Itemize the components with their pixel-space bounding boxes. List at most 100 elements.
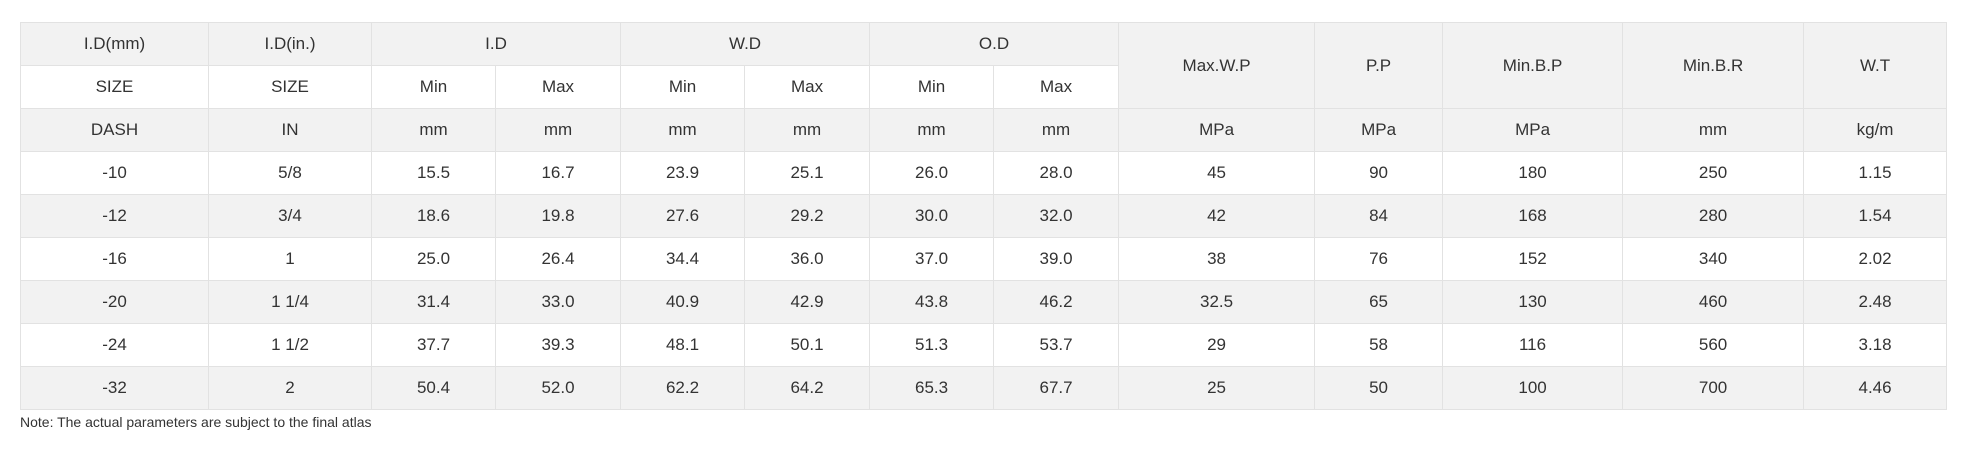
table-cell: 26.0 — [869, 151, 995, 195]
table-cell: 42.9 — [744, 280, 871, 324]
table-row: -32 2 50.4 52.0 62.2 64.2 65.3 67.7 25 5… — [20, 366, 1948, 410]
table-cell: 30.0 — [869, 194, 995, 238]
table-cell: 48.1 — [620, 323, 746, 367]
header-id: I.D — [370, 22, 622, 66]
table-row: -10 5/8 15.5 16.7 23.9 25.1 26.0 28.0 45… — [20, 151, 1948, 195]
table-cell: 700 — [1622, 366, 1805, 410]
table-cell: 27.6 — [620, 194, 746, 238]
table-cell: 29.2 — [744, 194, 871, 238]
table-cell: 3.18 — [1803, 323, 1948, 367]
table-cell: 250 — [1622, 151, 1805, 195]
unit-cell: MPa — [1118, 108, 1316, 152]
table-cell: 152 — [1442, 237, 1624, 281]
table-cell: 1 1/2 — [208, 323, 372, 367]
table-cell: 29 — [1118, 323, 1316, 367]
table-cell: -10 — [20, 151, 209, 195]
table-cell: 50 — [1314, 366, 1444, 410]
table-cell: -32 — [20, 366, 209, 410]
table-cell: 2.48 — [1803, 280, 1948, 324]
spec-table-container: I.D(mm) I.D(in.) I.D W.D O.D Max.W.P P.P… — [20, 22, 1948, 430]
unit-cell: mm — [371, 108, 496, 152]
header-od-min: Min — [869, 65, 995, 109]
unit-cell: kg/m — [1803, 108, 1948, 152]
table-cell: 15.5 — [371, 151, 496, 195]
table-cell: 2 — [208, 366, 372, 410]
table-cell: 25.0 — [371, 237, 496, 281]
table-cell: 62.2 — [620, 366, 746, 410]
unit-cell: mm — [494, 108, 622, 152]
header-row-2: SIZE SIZE Min Max Min Max Min Max — [20, 65, 1947, 109]
table-cell: -16 — [20, 237, 209, 281]
table-row: -16 1 25.0 26.4 34.4 36.0 37.0 39.0 38 7… — [20, 237, 1948, 281]
table-cell: 130 — [1442, 280, 1624, 324]
header-size-mm: SIZE — [20, 65, 209, 109]
table-row: -20 1 1/4 31.4 33.0 40.9 42.9 43.8 46.2 … — [20, 280, 1948, 324]
table-cell: 1 1/4 — [208, 280, 372, 324]
table-cell: 26.4 — [494, 237, 622, 281]
table-cell: 100 — [1442, 366, 1624, 410]
table-cell: 65.3 — [869, 366, 995, 410]
table-cell: 84 — [1314, 194, 1444, 238]
table-cell: 2.02 — [1803, 237, 1948, 281]
table-cell: 18.6 — [371, 194, 496, 238]
table-cell: 23.9 — [620, 151, 746, 195]
header-wd: W.D — [620, 22, 871, 66]
table-cell: 25.1 — [744, 151, 871, 195]
table-cell: 25 — [1118, 366, 1316, 410]
table-cell: 39.3 — [494, 323, 622, 367]
header-wt: W.T — [1803, 22, 1948, 109]
table-cell: 32.5 — [1118, 280, 1316, 324]
table-cell: 67.7 — [993, 366, 1120, 410]
table-cell: 65 — [1314, 280, 1444, 324]
table-cell: 34.4 — [620, 237, 746, 281]
table-cell: 38 — [1118, 237, 1316, 281]
table-cell: -24 — [20, 323, 209, 367]
table-cell: 32.0 — [993, 194, 1120, 238]
table-note: Note: The actual parameters are subject … — [20, 414, 372, 430]
header-wd-min: Min — [620, 65, 746, 109]
table-cell: 180 — [1442, 151, 1624, 195]
header-wd-max: Max — [744, 65, 871, 109]
header-min-br: Min.B.R — [1622, 22, 1805, 109]
table-cell: 43.8 — [869, 280, 995, 324]
header-min-bp: Min.B.P — [1442, 22, 1624, 109]
unit-cell: MPa — [1442, 108, 1624, 152]
table-cell: 50.4 — [371, 366, 496, 410]
table-cell: 5/8 — [208, 151, 372, 195]
table-cell: 28.0 — [993, 151, 1120, 195]
table-cell: 50.1 — [744, 323, 871, 367]
table-cell: 53.7 — [993, 323, 1120, 367]
table-cell: 42 — [1118, 194, 1316, 238]
table-cell: 46.2 — [993, 280, 1120, 324]
unit-cell: MPa — [1314, 108, 1444, 152]
table-cell: 460 — [1622, 280, 1805, 324]
unit-cell: mm — [620, 108, 746, 152]
table-cell: 90 — [1314, 151, 1444, 195]
unit-cell: mm — [869, 108, 995, 152]
table-cell: 19.8 — [494, 194, 622, 238]
header-row-1: I.D(mm) I.D(in.) I.D W.D O.D Max.W.P P.P… — [20, 22, 1948, 109]
unit-cell: mm — [1622, 108, 1805, 152]
header-od: O.D — [869, 22, 1120, 66]
table-cell: 4.46 — [1803, 366, 1948, 410]
table-cell: 280 — [1622, 194, 1805, 238]
unit-cell: IN — [208, 108, 372, 152]
header-id-mm: I.D(mm) — [20, 22, 209, 66]
table-cell: 3/4 — [208, 194, 372, 238]
header-od-max: Max — [993, 65, 1120, 109]
table-cell: 168 — [1442, 194, 1624, 238]
table-cell: 16.7 — [494, 151, 622, 195]
table-cell: 31.4 — [371, 280, 496, 324]
table-cell: 37.7 — [371, 323, 496, 367]
table-row: -24 1 1/2 37.7 39.3 48.1 50.1 51.3 53.7 … — [20, 323, 1948, 367]
table-cell: 64.2 — [744, 366, 871, 410]
table-cell: 36.0 — [744, 237, 871, 281]
table-cell: 45 — [1118, 151, 1316, 195]
table-cell: 40.9 — [620, 280, 746, 324]
unit-cell: DASH — [20, 108, 209, 152]
table-cell: 1 — [208, 237, 372, 281]
table-cell: 51.3 — [869, 323, 995, 367]
hose-spec-table: I.D(mm) I.D(in.) I.D W.D O.D Max.W.P P.P… — [20, 22, 1948, 410]
unit-cell: mm — [744, 108, 871, 152]
header-id-max: Max — [494, 65, 622, 109]
